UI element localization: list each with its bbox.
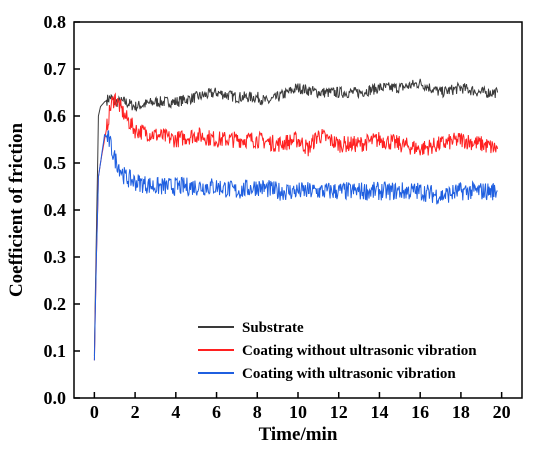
y-tick-label: 0.1 (44, 341, 67, 361)
y-axis-label: Coefficient of friction (6, 123, 27, 298)
x-tick-label: 0 (90, 402, 99, 422)
x-tick-label: 12 (330, 402, 348, 422)
x-tick-label: 4 (171, 402, 180, 422)
series-line (93, 78, 499, 356)
y-tick-label: 0.3 (44, 247, 67, 267)
x-axis-label: Time/min (259, 424, 338, 445)
series-line (93, 92, 499, 361)
x-tick-label: 6 (212, 402, 221, 422)
y-tick-label: 0.6 (44, 106, 67, 126)
x-tick-label: 18 (452, 402, 470, 422)
series-line (93, 129, 498, 361)
y-tick-label: 0.2 (44, 294, 67, 314)
legend-label: Substrate (242, 320, 304, 336)
legend: Substrate Coating without ultrasonic vibr… (198, 320, 477, 382)
plot-frame (73, 21, 523, 399)
legend-label: Coating with ultrasonic vibration (242, 366, 456, 382)
y-tick-label: 0.5 (44, 153, 67, 173)
x-tick-label: 8 (253, 402, 262, 422)
plot-lines (93, 78, 499, 361)
x-tick-label: 20 (493, 402, 511, 422)
legend-label: Coating without ultrasonic vibration (242, 343, 477, 359)
y-tick-label: 0.4 (44, 200, 67, 220)
x-tick-label: 2 (131, 402, 140, 422)
x-tick-label: 10 (289, 402, 307, 422)
y-tick-label: 0.0 (44, 388, 67, 408)
x-tick-label: 14 (370, 402, 388, 422)
x-tick-label: 16 (411, 402, 429, 422)
y-tick-label: 0.7 (44, 59, 67, 79)
axis-ticks: 0 2 4 6 8 10 12 14 16 18 20 0.0 0.1 0.2 0.3 0.4 0.5 0.6 0.… (44, 12, 511, 422)
y-tick-label: 0.8 (44, 12, 67, 32)
